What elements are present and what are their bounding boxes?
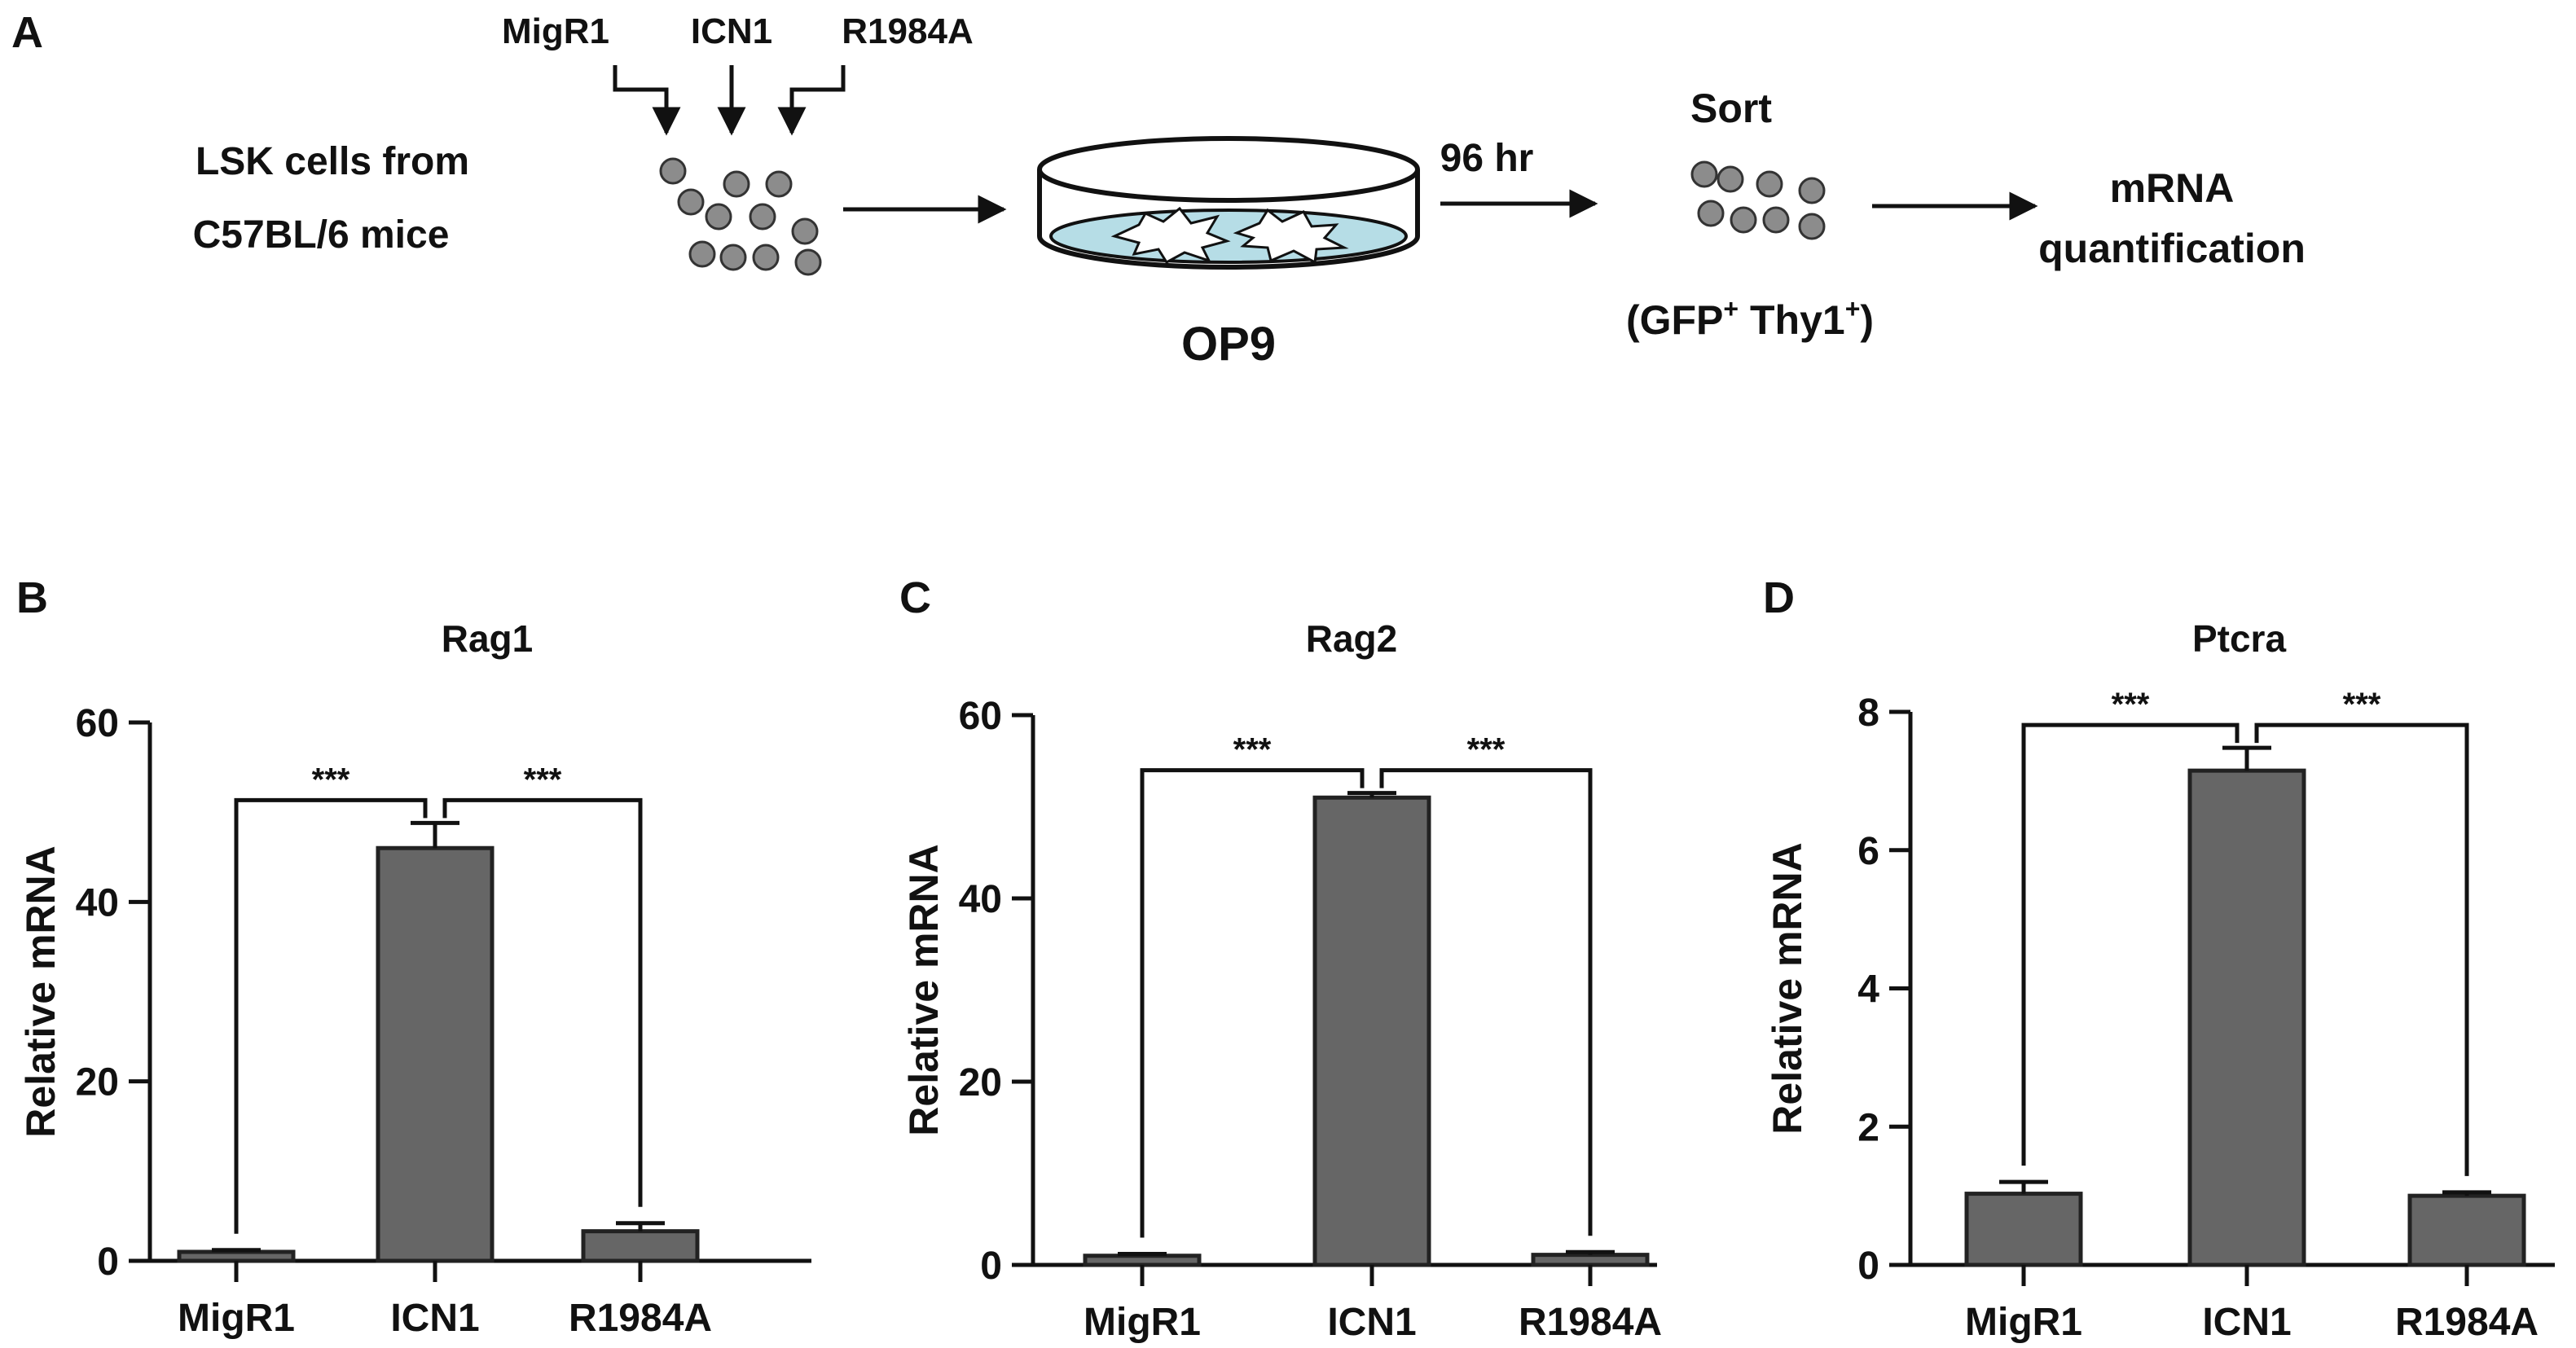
cell-icon [1697, 200, 1725, 227]
op9-culture-dish-icon [1037, 136, 1420, 270]
sort-label: Sort [1690, 86, 1772, 131]
panel-label-a: A [11, 8, 43, 57]
x-tick-label: MigR1 [1084, 1301, 1201, 1344]
sort-gate-label: (GFP+ Thy1+) [1626, 294, 1874, 343]
chart-rag2: C Rag2 Relative mRNA 0 20 40 60 MigR1 ICN1 R1984A… [899, 573, 1662, 1344]
cell-icon [659, 157, 687, 185]
transduction-arrow-r1984a [777, 65, 846, 136]
panel-label: C [899, 573, 931, 622]
construct-label-r1984a: R1984A [842, 11, 973, 51]
y-tick-label: 4 [1857, 968, 1879, 1012]
panel-label: B [16, 573, 48, 622]
transduction-arrow-migr1 [613, 65, 681, 136]
chart-rag1: B Rag1 Relative mRNA 0 20 40 60 MigR1 ICN1 R1984A… [16, 573, 811, 1340]
y-tick-label: 8 [1857, 692, 1879, 735]
significance-bracket [2021, 722, 2240, 1166]
significance-bracket [2254, 722, 2469, 1176]
y-axis-label: Relative mRNA [901, 844, 947, 1135]
bar-r1984a [581, 1229, 700, 1263]
time-label: 96 hr [1440, 137, 1534, 180]
x-tick-label: R1984A [1519, 1301, 1662, 1344]
readout-line2: quantification [2038, 226, 2306, 271]
y-tick-label: 20 [959, 1061, 1002, 1104]
cell-icon [1717, 165, 1744, 193]
y-tick-label: 0 [1857, 1245, 1879, 1288]
cell-icon [677, 188, 705, 216]
bar-migr1 [1964, 1192, 2083, 1267]
y-axis-label: Relative mRNA [1765, 842, 1810, 1134]
bar-migr1 [177, 1249, 296, 1263]
significance-bracket [1140, 768, 1365, 1238]
x-tick-label: ICN1 [1327, 1301, 1416, 1344]
cell-icon [1756, 170, 1783, 198]
significance-label: *** [2343, 687, 2381, 722]
source-cells-line2: C57BL/6 mice [193, 213, 450, 257]
y-tick-label: 20 [76, 1061, 119, 1104]
y-tick-label: 60 [959, 695, 1002, 738]
construct-label-migr1: MigR1 [502, 11, 609, 51]
schematic-panel: A MigR1 ICN1 R1984A LSK cells from C57BL… [11, 8, 2306, 371]
cell-icon [794, 248, 822, 276]
source-cells-line1: LSK cells from [196, 140, 469, 183]
chart-ptcra: D Ptcra Relative mRNA 0 2 4 6 8 MigR1 ICN1 R1984A *… [1763, 573, 2555, 1344]
x-tick-label: ICN1 [2202, 1301, 2291, 1344]
cell-cluster-input [659, 157, 822, 276]
cell-icon [719, 244, 747, 271]
cell-icon [749, 203, 776, 231]
x-tick-label: ICN1 [390, 1297, 479, 1340]
y-tick-label: 6 [1857, 830, 1879, 873]
x-tick-label: MigR1 [1965, 1301, 2082, 1344]
significance-bracket [234, 797, 428, 1234]
construct-label-icn1: ICN1 [691, 11, 772, 51]
chart-title: Ptcra [2192, 617, 2286, 660]
significance-label: *** [312, 762, 350, 797]
bar-icn1 [376, 845, 495, 1263]
cell-icon [705, 203, 732, 231]
cell-icon [688, 240, 716, 268]
cell-icon [723, 170, 750, 198]
cell-icon [1798, 177, 1826, 204]
bar-r1984a [1531, 1253, 1650, 1267]
y-tick-label: 0 [980, 1245, 1002, 1288]
y-tick-label: 40 [959, 878, 1002, 921]
bar-r1984a [2407, 1193, 2526, 1267]
chart-title: Rag2 [1306, 617, 1397, 660]
chart-title: Rag1 [442, 617, 533, 660]
bar-migr1 [1083, 1254, 1202, 1267]
cell-icon [1762, 206, 1790, 234]
y-axis-label: Relative mRNA [18, 845, 64, 1137]
significance-label: *** [1467, 732, 1506, 768]
significance-label: *** [524, 762, 562, 797]
panel-label: D [1763, 573, 1795, 622]
readout-line1: mRNA [2110, 165, 2235, 211]
cell-icon [1730, 206, 1757, 234]
cell-cluster-sorted [1690, 160, 1826, 240]
x-tick-label: R1984A [2395, 1301, 2539, 1344]
cell-icon [765, 170, 793, 198]
y-tick-label: 60 [76, 702, 119, 745]
y-tick-label: 0 [97, 1240, 119, 1284]
significance-bracket [1379, 768, 1593, 1236]
x-tick-label: R1984A [569, 1297, 712, 1340]
y-tick-label: 40 [76, 881, 119, 924]
bar-icn1 [1312, 795, 1431, 1267]
cell-icon [1690, 160, 1718, 188]
y-tick-label: 2 [1857, 1106, 1879, 1149]
x-tick-label: MigR1 [178, 1297, 295, 1340]
bar-icn1 [2187, 768, 2306, 1267]
culture-label: OP9 [1181, 318, 1276, 371]
cell-icon [1798, 213, 1826, 240]
significance-label: *** [2112, 687, 2150, 722]
cell-icon [791, 217, 819, 245]
cell-icon [752, 244, 780, 271]
significance-label: *** [1233, 732, 1272, 768]
significance-bracket [442, 797, 643, 1207]
